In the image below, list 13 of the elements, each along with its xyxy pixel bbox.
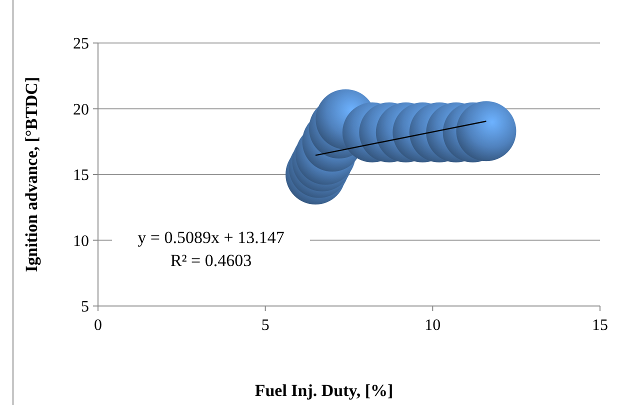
y-tick-label: 20 — [73, 101, 89, 118]
x-axis-title: Fuel Inj. Duty, [%] — [254, 381, 394, 400]
annotation: y = 0.5089x + 13.147 — [138, 228, 285, 247]
y-tick-label: 25 — [73, 36, 89, 53]
y-tick-label: 5 — [81, 298, 89, 316]
y-tick-label: 15 — [73, 167, 89, 184]
x-tick-label: 5 — [261, 317, 270, 334]
y-axis-title: Ignition advance, [°BTDC] — [22, 76, 41, 272]
annotation: R² = 0.4603 — [170, 251, 252, 270]
x-tick-label: 10 — [424, 317, 441, 334]
x-tick-label: 0 — [94, 317, 102, 334]
x-tick-label: 15 — [592, 317, 608, 334]
y-tick-label: 10 — [73, 232, 89, 250]
